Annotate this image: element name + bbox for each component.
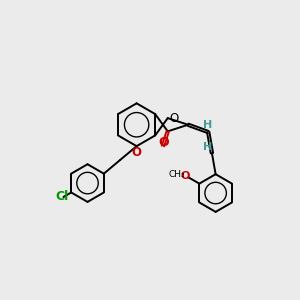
Text: CH₃: CH₃ [168, 170, 185, 179]
Text: O: O [181, 171, 190, 181]
Text: O: O [131, 146, 141, 159]
Text: O: O [169, 112, 178, 125]
Text: Cl: Cl [56, 190, 69, 203]
Text: O: O [158, 136, 169, 149]
Text: H: H [203, 120, 212, 130]
Text: H: H [203, 142, 212, 152]
